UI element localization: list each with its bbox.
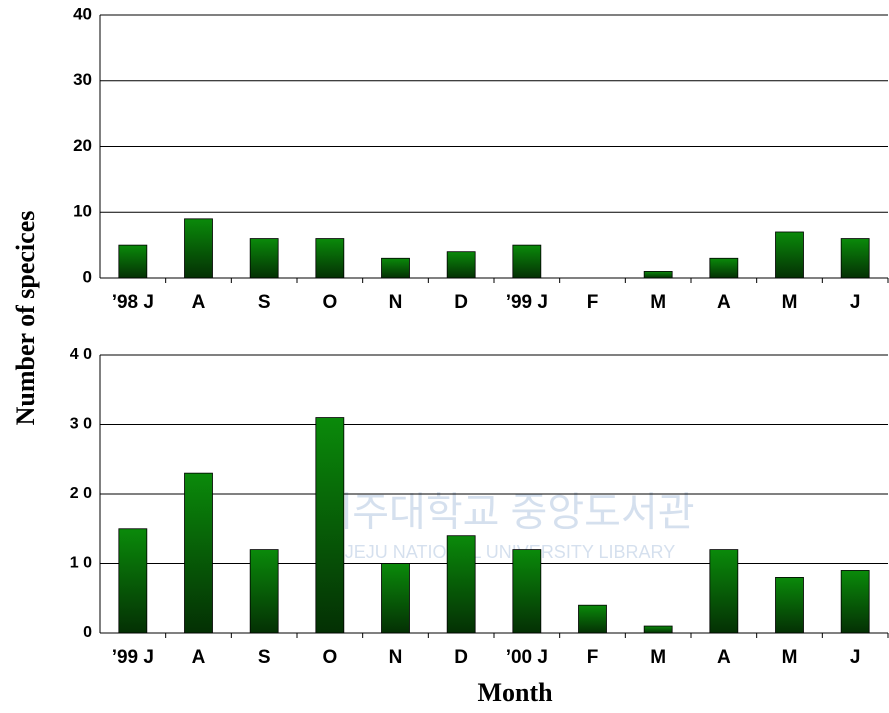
y-tick-label: 10 xyxy=(73,202,92,221)
y-tick-label: 0 xyxy=(83,267,92,286)
x-tick-label: A xyxy=(717,292,731,313)
x-tick-label: M xyxy=(782,292,798,313)
x-tick-label: M xyxy=(782,647,798,668)
bar xyxy=(118,528,148,634)
x-tick-label: O xyxy=(322,292,337,313)
bar xyxy=(709,257,739,279)
y-tick-label: 1 0 xyxy=(70,555,92,572)
x-tick-label: O xyxy=(322,647,337,668)
x-tick-label: S xyxy=(258,292,271,313)
bar xyxy=(775,577,804,634)
x-tick-label: ’98 J xyxy=(112,292,154,313)
x-tick-label: A xyxy=(192,292,206,313)
x-tick-label: M xyxy=(650,292,666,313)
bar xyxy=(315,417,345,634)
x-tick-label: ’00 J xyxy=(506,647,548,668)
bar xyxy=(446,535,476,634)
bar xyxy=(315,238,345,279)
x-tick-label: F xyxy=(587,647,599,668)
bar xyxy=(512,244,542,279)
watermark-korean: 제주대학교 중앙도서관 xyxy=(315,491,694,535)
bar xyxy=(249,238,279,279)
bar xyxy=(446,251,476,279)
x-tick-label: A xyxy=(717,647,731,668)
bar xyxy=(709,549,739,634)
x-tick-label: N xyxy=(389,647,403,668)
bar xyxy=(840,238,870,279)
y-tick-label: 2 0 xyxy=(70,485,92,502)
bar xyxy=(381,563,410,634)
x-tick-label: S xyxy=(258,647,271,668)
bar xyxy=(643,625,673,634)
x-tick-label: D xyxy=(454,647,468,668)
y-tick-label: 4 0 xyxy=(70,346,92,363)
x-tick-label: J xyxy=(850,647,861,668)
bar xyxy=(512,549,542,634)
bar xyxy=(381,257,410,279)
x-axis-title: Month xyxy=(477,678,553,707)
y-tick-label: 20 xyxy=(73,136,92,155)
x-tick-label: A xyxy=(192,647,206,668)
y-tick-label: 30 xyxy=(73,70,92,89)
x-tick-label: ’99 J xyxy=(112,647,154,668)
y-tick-label: 40 xyxy=(73,4,92,23)
x-tick-label: F xyxy=(587,292,599,313)
x-tick-label: D xyxy=(454,292,468,313)
bar xyxy=(643,271,673,279)
x-tick-label: N xyxy=(389,292,403,313)
bar xyxy=(184,218,213,279)
watermark-english: JEJU NATIONAL UNIVERSITY LIBRARY xyxy=(345,542,675,562)
y-axis-title: Number of specices xyxy=(11,211,40,426)
bar xyxy=(775,231,804,279)
x-tick-label: M xyxy=(650,647,666,668)
x-tick-label: ’99 J xyxy=(506,292,548,313)
bar xyxy=(249,549,279,634)
y-tick-label: 0 xyxy=(83,624,92,641)
bar xyxy=(840,570,870,634)
x-tick-label: J xyxy=(850,292,861,313)
bar xyxy=(118,244,148,279)
bar xyxy=(184,472,213,634)
y-tick-label: 3 0 xyxy=(70,416,92,433)
bar xyxy=(578,604,607,634)
